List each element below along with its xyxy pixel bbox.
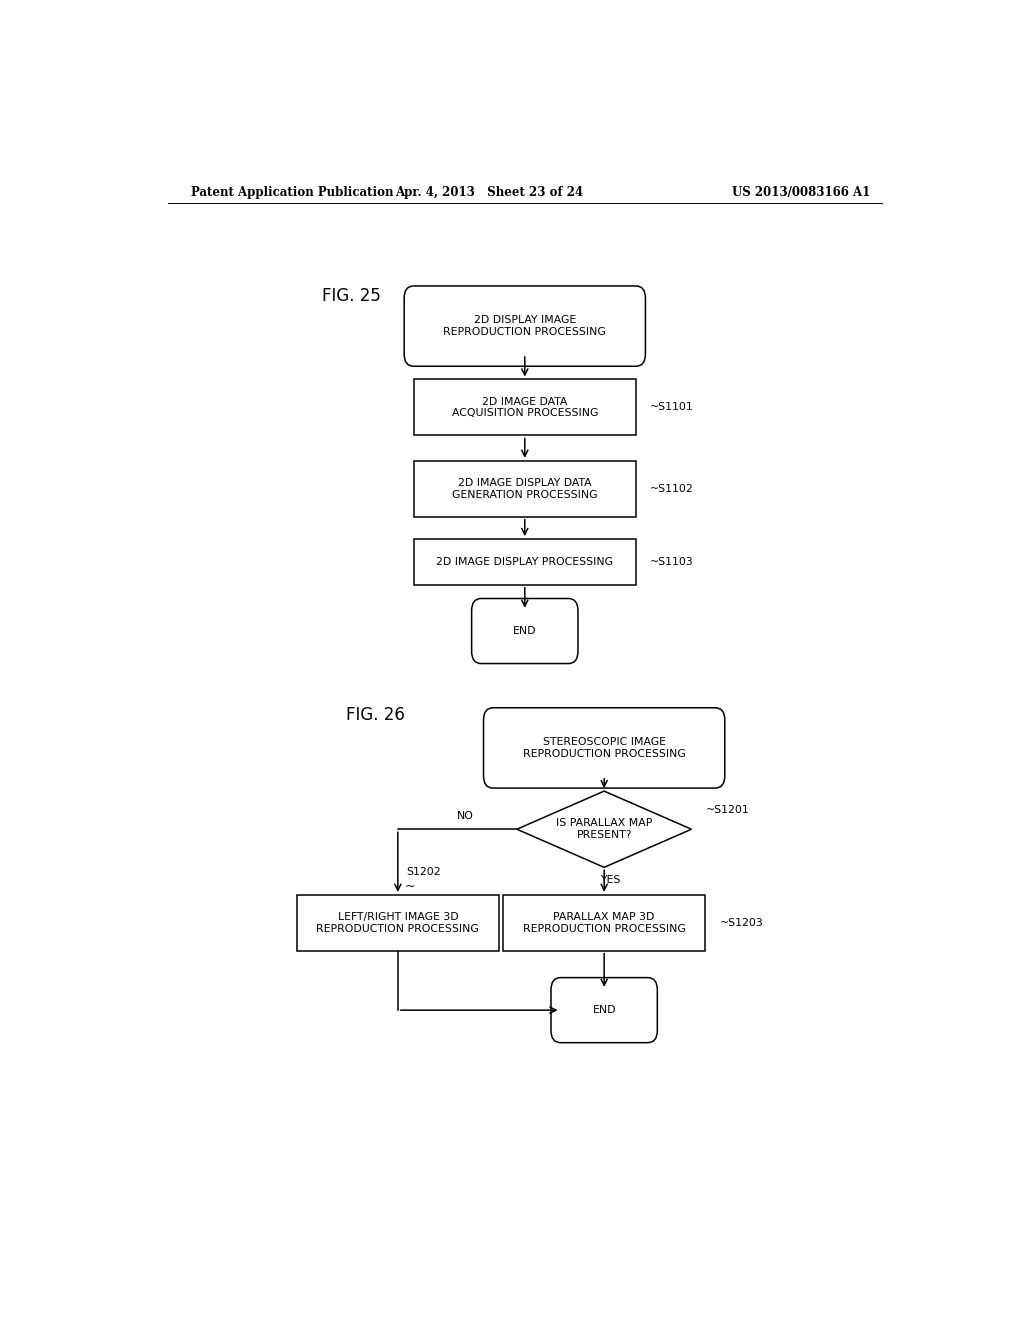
Polygon shape — [517, 791, 691, 867]
Text: NO: NO — [457, 810, 474, 821]
Text: STEREOSCOPIC IMAGE
REPRODUCTION PROCESSING: STEREOSCOPIC IMAGE REPRODUCTION PROCESSI… — [523, 737, 685, 759]
Text: Apr. 4, 2013   Sheet 23 of 24: Apr. 4, 2013 Sheet 23 of 24 — [395, 186, 583, 199]
Text: US 2013/0083166 A1: US 2013/0083166 A1 — [732, 186, 870, 199]
Text: ~: ~ — [404, 880, 415, 894]
Text: FIG. 26: FIG. 26 — [346, 706, 406, 725]
Text: END: END — [513, 626, 537, 636]
Text: YES: YES — [600, 875, 621, 886]
FancyBboxPatch shape — [503, 895, 706, 950]
Text: 2D IMAGE DISPLAY PROCESSING: 2D IMAGE DISPLAY PROCESSING — [436, 557, 613, 566]
Text: ~S1102: ~S1102 — [650, 483, 694, 494]
Text: ~S1103: ~S1103 — [650, 557, 694, 566]
Text: 2D IMAGE DATA
ACQUISITION PROCESSING: 2D IMAGE DATA ACQUISITION PROCESSING — [452, 396, 598, 418]
Text: ~S1201: ~S1201 — [706, 805, 750, 816]
Text: S1202: S1202 — [406, 867, 440, 878]
Text: 2D DISPLAY IMAGE
REPRODUCTION PROCESSING: 2D DISPLAY IMAGE REPRODUCTION PROCESSING — [443, 315, 606, 337]
Text: ~S1203: ~S1203 — [720, 917, 763, 928]
Text: PARALLAX MAP 3D
REPRODUCTION PROCESSING: PARALLAX MAP 3D REPRODUCTION PROCESSING — [523, 912, 685, 933]
Text: 2D IMAGE DISPLAY DATA
GENERATION PROCESSING: 2D IMAGE DISPLAY DATA GENERATION PROCESS… — [452, 478, 598, 499]
FancyBboxPatch shape — [551, 978, 657, 1043]
Text: FIG. 25: FIG. 25 — [323, 286, 381, 305]
FancyBboxPatch shape — [414, 461, 636, 516]
Text: ~S1101: ~S1101 — [650, 403, 694, 412]
FancyBboxPatch shape — [414, 539, 636, 585]
FancyBboxPatch shape — [483, 708, 725, 788]
Text: IS PARALLAX MAP
PRESENT?: IS PARALLAX MAP PRESENT? — [556, 818, 652, 840]
FancyBboxPatch shape — [297, 895, 499, 950]
FancyBboxPatch shape — [472, 598, 578, 664]
FancyBboxPatch shape — [414, 379, 636, 436]
Text: END: END — [593, 1005, 615, 1015]
FancyBboxPatch shape — [404, 286, 645, 366]
Text: LEFT/RIGHT IMAGE 3D
REPRODUCTION PROCESSING: LEFT/RIGHT IMAGE 3D REPRODUCTION PROCESS… — [316, 912, 479, 933]
Text: Patent Application Publication: Patent Application Publication — [191, 186, 394, 199]
